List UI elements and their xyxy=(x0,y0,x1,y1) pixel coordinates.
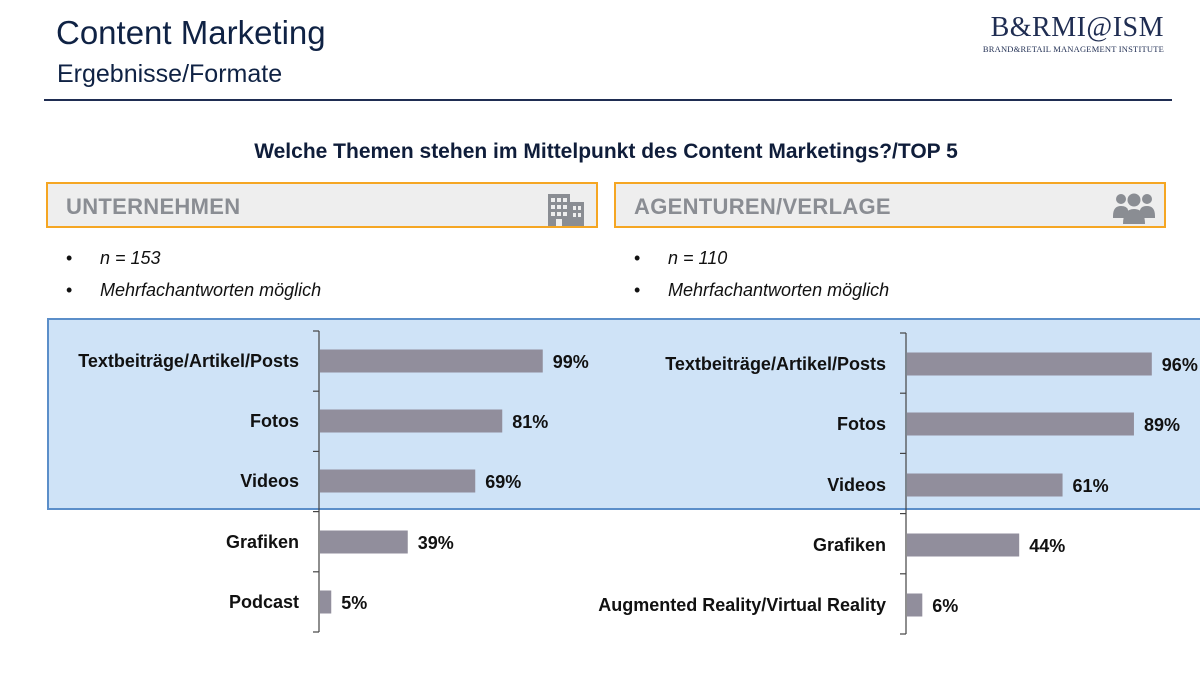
brand-logo: B&RMI@ISM xyxy=(990,12,1164,43)
group-icon xyxy=(1110,188,1158,231)
category-label: Podcast xyxy=(229,592,299,612)
category-label: Videos xyxy=(827,475,886,495)
panel-header-unternehmen: UNTERNEHMEN xyxy=(46,182,598,228)
header-divider xyxy=(44,99,1172,101)
category-label: Fotos xyxy=(837,414,886,434)
value-label: 5% xyxy=(341,593,367,613)
value-label: 69% xyxy=(485,472,521,492)
value-label: 99% xyxy=(553,352,589,372)
value-label: 96% xyxy=(1162,355,1198,375)
value-label: 44% xyxy=(1029,536,1065,556)
category-label: Fotos xyxy=(250,411,299,431)
value-label: 89% xyxy=(1144,415,1180,435)
value-label: 6% xyxy=(932,596,958,616)
value-label: 61% xyxy=(1073,476,1109,496)
bar xyxy=(907,473,1063,497)
category-label: Augmented Reality/Virtual Reality xyxy=(598,595,886,615)
panel-header-agenturen: AGENTUREN/VERLAGE xyxy=(614,182,1166,228)
value-label: 81% xyxy=(512,412,548,432)
bullet: • xyxy=(634,248,641,268)
sample-size: n = 110 xyxy=(668,248,728,268)
bar xyxy=(907,593,923,617)
bullet: • xyxy=(634,280,641,300)
bar xyxy=(907,412,1134,436)
category-label: Textbeiträge/Artikel/Posts xyxy=(665,354,886,374)
multiple-answers-note: Mehrfachantworten möglich xyxy=(668,280,890,300)
page-title: Content Marketing xyxy=(56,14,326,51)
panel-label-unternehmen: UNTERNEHMEN xyxy=(66,194,241,219)
category-label: Grafiken xyxy=(813,535,886,555)
bar xyxy=(907,533,1020,557)
sample-size: n = 153 xyxy=(100,248,161,268)
bar xyxy=(907,352,1152,376)
bullet: • xyxy=(66,280,73,300)
bar xyxy=(320,530,408,554)
value-label: 39% xyxy=(418,533,454,553)
bar xyxy=(320,590,332,614)
building-icon xyxy=(542,188,590,231)
chart-question: Welche Themen stehen im Mittelpunkt des … xyxy=(254,140,958,163)
category-label: Videos xyxy=(240,471,299,491)
panel-label-agenturen: AGENTUREN/VERLAGE xyxy=(634,194,891,219)
page-subtitle: Ergebnisse/Formate xyxy=(57,60,283,88)
multiple-answers-note: Mehrfachantworten möglich xyxy=(100,280,322,300)
category-label: Textbeiträge/Artikel/Posts xyxy=(78,351,299,371)
bar xyxy=(320,349,543,373)
brand-logo-tagline: BRAND&RETAIL MANAGEMENT INSTITUTE xyxy=(982,44,1164,54)
bullet: • xyxy=(66,248,73,268)
bar xyxy=(320,409,503,433)
category-label: Grafiken xyxy=(226,532,299,552)
bar xyxy=(320,469,476,493)
